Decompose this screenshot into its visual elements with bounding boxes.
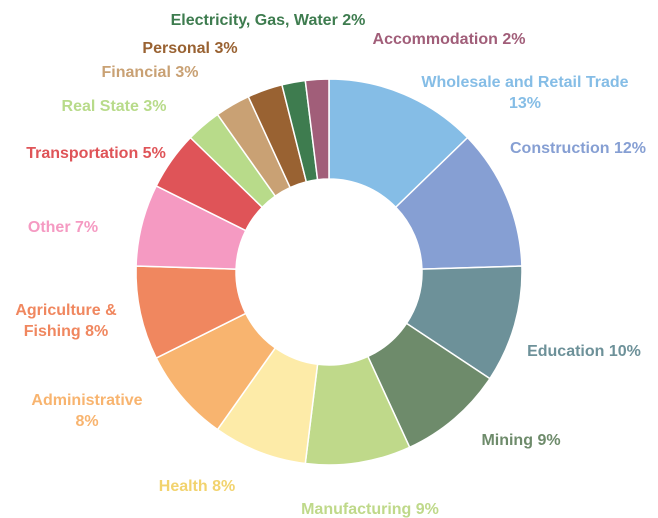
segment-label: Education 10% xyxy=(527,341,641,362)
segment-label: Health 8% xyxy=(159,476,235,497)
segment-name: Real State xyxy=(61,98,139,115)
segment-name: Administrative xyxy=(31,392,143,409)
segment-name: Electricity, Gas, Water xyxy=(170,12,338,29)
segment-name: Financial xyxy=(101,64,171,81)
segment-name: Education xyxy=(527,343,605,360)
segment-value: 9% xyxy=(537,432,561,449)
segment-label: Transportation 5% xyxy=(26,143,166,164)
donut-segment xyxy=(304,78,330,181)
segment-label: Personal 3% xyxy=(142,38,237,59)
segment-value: 10% xyxy=(608,343,641,360)
segment-name: Transportation xyxy=(26,145,139,162)
segment-label: Mining 9% xyxy=(481,430,560,451)
segment-name: Other xyxy=(27,219,71,236)
segment-value: 8% xyxy=(85,323,109,340)
segment-name: Construction xyxy=(509,140,610,157)
segment-name: Health xyxy=(158,478,208,495)
segment-value: 8% xyxy=(212,478,236,495)
segment-name: Personal xyxy=(142,40,211,57)
segment-name: Accommodation xyxy=(372,31,498,48)
segment-value: 5% xyxy=(142,145,166,162)
segment-value: 13% xyxy=(508,95,542,112)
segment-label: Financial 3% xyxy=(102,62,199,83)
segment-label: Wholesale and Retail Trade 13% xyxy=(405,72,645,114)
segment-label: Accommodation 2% xyxy=(373,29,526,50)
segment-value: 12% xyxy=(613,140,647,157)
segment-name: Mining xyxy=(481,432,533,449)
segment-name: Wholesale and Retail Trade xyxy=(421,74,629,91)
segment-label: Agriculture & Fishing 8% xyxy=(6,300,126,342)
segment-value: 2% xyxy=(342,12,366,29)
segment-name: Manufacturing xyxy=(301,501,412,518)
segment-label: Electricity, Gas, Water 2% xyxy=(171,10,366,31)
segment-label: Administrative 8% xyxy=(22,390,152,432)
segment-value: 3% xyxy=(143,98,167,115)
segment-value: 3% xyxy=(175,64,199,81)
segment-value: 8% xyxy=(75,413,99,430)
segment-label: Real State 3% xyxy=(62,96,167,117)
segment-value: 2% xyxy=(502,31,526,48)
segment-name: Agriculture & Fishing xyxy=(15,302,117,340)
segment-value: 3% xyxy=(214,40,238,57)
segment-label: Manufacturing 9% xyxy=(301,499,439,518)
segment-label: Construction 12% xyxy=(510,138,646,159)
segment-label: Other 7% xyxy=(28,217,98,238)
segment-value: 9% xyxy=(415,501,439,518)
segment-value: 7% xyxy=(75,219,99,236)
